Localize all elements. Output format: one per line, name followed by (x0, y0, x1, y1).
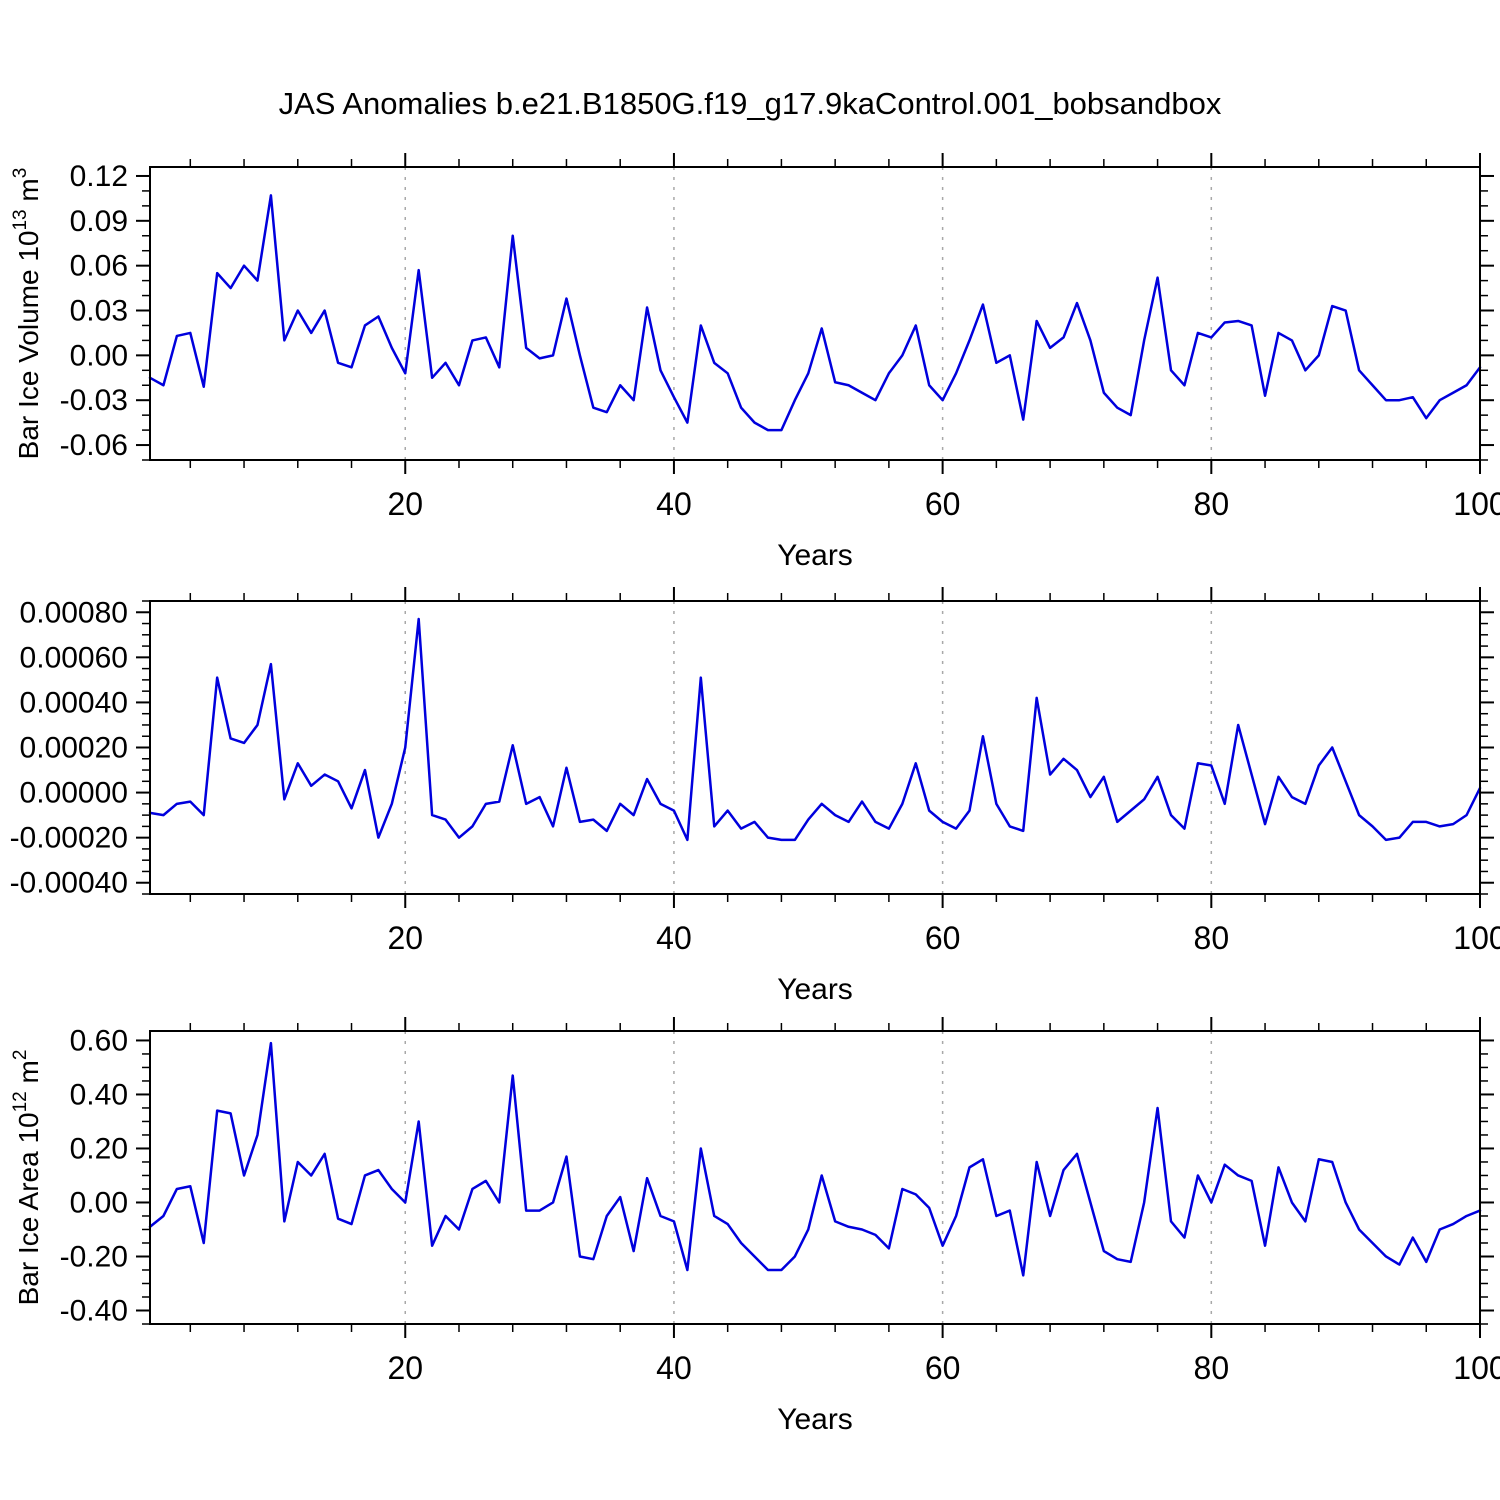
x-tick-label: 100 (1453, 1350, 1500, 1386)
x-tick-label: 40 (656, 1350, 692, 1386)
plot-box (149, 166, 1481, 461)
data-line-middle (148, 617, 1482, 842)
plot-box (149, 600, 1481, 895)
y-tick-label: 0.00040 (20, 686, 128, 719)
x-tick-label: 40 (656, 486, 692, 522)
x-tick-label: 80 (1194, 486, 1230, 522)
y-tick-label: 0.06 (70, 250, 128, 283)
y-tick-label: -0.20 (60, 1240, 128, 1273)
panel-ice-volume: 0.12 0.09 0.06 0.03 0.00 -0.03 -0.06 20 40 60 80 10… (10, 153, 1500, 572)
x-tick-label: 100 (1453, 920, 1500, 956)
y-tick-label: 0.00 (70, 1186, 128, 1219)
y-axis-label: Bar Ice Area 1012 m2 (10, 1050, 44, 1306)
chart-title: JAS Anomalies b.e21.B1850G.f19_g17.9kaCo… (278, 86, 1222, 121)
data-line-ice-area (148, 1041, 1482, 1277)
y-tick-label: 0.03 (70, 295, 128, 328)
y-tick-label: 0.12 (70, 160, 128, 193)
x-tick-label: 60 (925, 920, 961, 956)
x-axis-label: Years (777, 973, 853, 1006)
x-tick-label: 40 (656, 920, 692, 956)
x-tick-label: 60 (925, 1350, 961, 1386)
y-tick-label: -0.40 (60, 1294, 128, 1327)
y-tick-label: 0.00000 (20, 777, 128, 810)
y-tick-label: 0.60 (70, 1024, 128, 1057)
x-tick-label: 60 (925, 486, 961, 522)
x-axis-label: Years (777, 539, 853, 572)
axis-ticks (136, 153, 1494, 474)
axis-ticks (136, 587, 1494, 908)
x-tick-label: 100 (1453, 486, 1500, 522)
y-tick-label: 0.00 (70, 339, 128, 372)
data-line-ice-volume (148, 194, 1482, 432)
y-axis-label: Bar Ice Volume 1013 m3 (10, 168, 44, 460)
panel-middle: 0.00080 0.00060 0.00040 0.00020 0.00000 -0.00… (10, 587, 1500, 1006)
axis-ticks (136, 1017, 1494, 1338)
x-tick-label: 80 (1194, 1350, 1230, 1386)
y-tick-label: -0.06 (60, 429, 128, 462)
y-tick-label: -0.00040 (10, 867, 128, 900)
plot-box (149, 1030, 1481, 1325)
x-tick-label: 20 (387, 1350, 423, 1386)
y-tick-label: 0.40 (70, 1078, 128, 1111)
y-tick-label: 0.00020 (20, 732, 128, 765)
x-tick-label: 80 (1194, 920, 1230, 956)
x-tick-label: 20 (387, 920, 423, 956)
y-tick-label: 0.09 (70, 205, 128, 238)
x-axis-label: Years (777, 1403, 853, 1436)
y-tick-label: 0.00080 (20, 596, 128, 629)
y-tick-label: 0.00060 (20, 641, 128, 674)
panel-ice-area: 0.60 0.40 0.20 0.00 -0.20 -0.40 20 40 60 80 100 Yea… (10, 1017, 1500, 1436)
y-tick-label: 0.20 (70, 1132, 128, 1165)
x-tick-label: 20 (387, 486, 423, 522)
y-tick-label: -0.03 (60, 384, 128, 417)
y-tick-label: -0.00020 (10, 822, 128, 855)
